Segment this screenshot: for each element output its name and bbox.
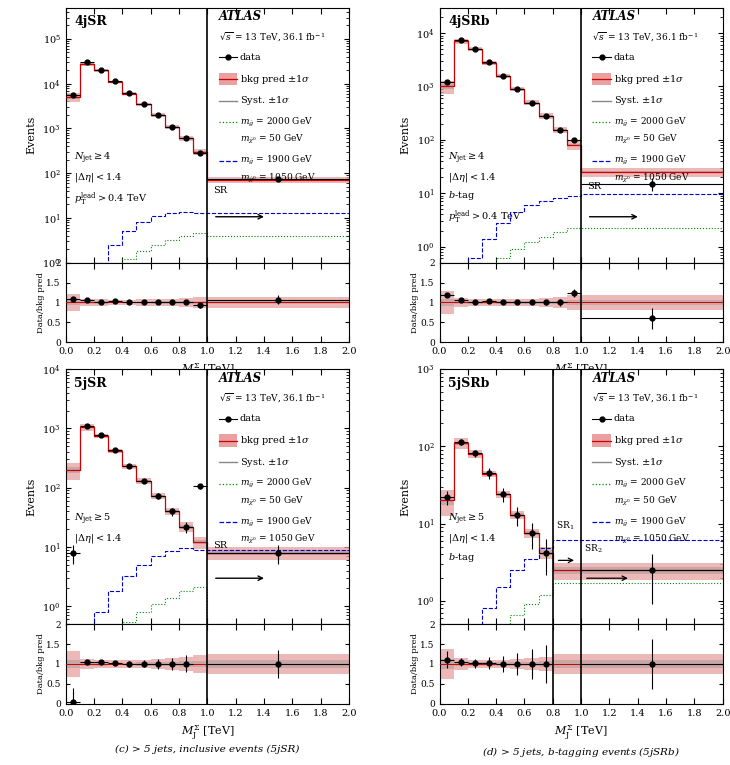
- Y-axis label: Events: Events: [401, 477, 411, 516]
- Text: (c) > 5 jets, inclusive events (5jSR): (c) > 5 jets, inclusive events (5jSR): [115, 745, 299, 754]
- Text: $m_{\tilde{\chi}^0}$ = 1050 GeV: $m_{\tilde{\chi}^0}$ = 1050 GeV: [614, 533, 689, 546]
- Text: $m_{\tilde{g}}$ = 2000 GeV: $m_{\tilde{g}}$ = 2000 GeV: [614, 477, 687, 490]
- Text: $m_{\tilde{\chi}^0}$ = 50 GeV: $m_{\tilde{\chi}^0}$ = 50 GeV: [240, 133, 304, 146]
- X-axis label: $M_{\mathrm{J}}^{\Sigma}$ [TeV]: $M_{\mathrm{J}}^{\Sigma}$ [TeV]: [554, 362, 608, 381]
- Y-axis label: Data/bkg pred: Data/bkg pred: [37, 633, 45, 695]
- Text: bkg pred $\pm1\sigma$: bkg pred $\pm1\sigma$: [240, 73, 310, 86]
- Text: $m_{\tilde{g}}$ = 2000 GeV: $m_{\tilde{g}}$ = 2000 GeV: [614, 116, 687, 129]
- Bar: [218, 435, 237, 447]
- Text: ATLAS: ATLAS: [218, 372, 262, 385]
- Text: $\sqrt{s}$ = 13 TeV, 36.1 fb$^{-1}$: $\sqrt{s}$ = 13 TeV, 36.1 fb$^{-1}$: [218, 392, 325, 405]
- Text: Syst. $\pm1\sigma$: Syst. $\pm1\sigma$: [240, 456, 291, 469]
- X-axis label: $M_{\mathrm{J}}^{\Sigma}$ [TeV]: $M_{\mathrm{J}}^{\Sigma}$ [TeV]: [180, 362, 234, 381]
- Y-axis label: Events: Events: [27, 116, 36, 155]
- Text: $m_{\tilde{g}}$ = 1900 GeV: $m_{\tilde{g}}$ = 1900 GeV: [240, 516, 313, 529]
- Text: $m_{\tilde{\chi}^0}$ = 1050 GeV: $m_{\tilde{\chi}^0}$ = 1050 GeV: [240, 171, 315, 184]
- Text: SR$_1$: SR$_1$: [556, 519, 574, 532]
- X-axis label: $M_{\mathrm{J}}^{\Sigma}$ [TeV]: $M_{\mathrm{J}}^{\Sigma}$ [TeV]: [554, 723, 608, 743]
- Text: data: data: [614, 53, 635, 62]
- Bar: [593, 73, 611, 86]
- Bar: [218, 73, 237, 86]
- Text: $N_{\mathrm{jet}} \geq 4$
$|\Delta\eta| < 1.4$
$p_{\mathrm{T}}^{\mathrm{lead}} >: $N_{\mathrm{jet}} \geq 4$ $|\Delta\eta| …: [74, 151, 147, 208]
- Text: data: data: [614, 415, 635, 423]
- Text: $m_{\tilde{g}}$ = 2000 GeV: $m_{\tilde{g}}$ = 2000 GeV: [240, 116, 313, 129]
- Text: 4jSRb: 4jSRb: [448, 15, 490, 28]
- Text: $m_{\tilde{\chi}^0}$ = 50 GeV: $m_{\tilde{\chi}^0}$ = 50 GeV: [240, 495, 304, 508]
- Text: $\sqrt{s}$ = 13 TeV, 36.1 fb$^{-1}$: $\sqrt{s}$ = 13 TeV, 36.1 fb$^{-1}$: [593, 31, 699, 44]
- Text: Syst. $\pm1\sigma$: Syst. $\pm1\sigma$: [614, 456, 664, 469]
- Text: 5jSR: 5jSR: [74, 377, 107, 389]
- Text: $m_{\tilde{g}}$ = 2000 GeV: $m_{\tilde{g}}$ = 2000 GeV: [240, 477, 313, 490]
- Text: $m_{\tilde{g}}$ = 1900 GeV: $m_{\tilde{g}}$ = 1900 GeV: [240, 154, 313, 168]
- Y-axis label: Events: Events: [27, 477, 36, 516]
- X-axis label: $M_{\mathrm{J}}^{\Sigma}$ [TeV]: $M_{\mathrm{J}}^{\Sigma}$ [TeV]: [180, 723, 234, 743]
- Text: SR: SR: [587, 182, 601, 191]
- Text: data: data: [240, 53, 261, 62]
- Bar: [593, 435, 611, 447]
- Text: data: data: [240, 415, 261, 423]
- Text: $\sqrt{s}$ = 13 TeV, 36.1 fb$^{-1}$: $\sqrt{s}$ = 13 TeV, 36.1 fb$^{-1}$: [593, 392, 699, 405]
- Text: SR$_2$: SR$_2$: [584, 542, 602, 555]
- Text: $m_{\tilde{\chi}^0}$ = 50 GeV: $m_{\tilde{\chi}^0}$ = 50 GeV: [614, 495, 678, 508]
- Text: $m_{\tilde{g}}$ = 1900 GeV: $m_{\tilde{g}}$ = 1900 GeV: [614, 516, 687, 529]
- Text: $m_{\tilde{\chi}^0}$ = 1050 GeV: $m_{\tilde{\chi}^0}$ = 1050 GeV: [240, 533, 315, 546]
- Text: $m_{\tilde{\chi}^0}$ = 1050 GeV: $m_{\tilde{\chi}^0}$ = 1050 GeV: [614, 171, 689, 184]
- Text: 4jSR: 4jSR: [74, 15, 107, 28]
- Text: SR: SR: [213, 541, 227, 550]
- Text: $N_{\mathrm{jet}} \geq 4$
$|\Delta\eta| < 1.4$
$b$-tag
$p_{\mathrm{T}}^{\mathrm{: $N_{\mathrm{jet}} \geq 4$ $|\Delta\eta| …: [448, 151, 521, 226]
- Text: bkg pred $\pm1\sigma$: bkg pred $\pm1\sigma$: [240, 434, 310, 447]
- Text: bkg pred $\pm1\sigma$: bkg pred $\pm1\sigma$: [614, 434, 685, 447]
- Text: $N_{\mathrm{jet}} \geq 5$
$|\Delta\eta| < 1.4$
$b$-tag: $N_{\mathrm{jet}} \geq 5$ $|\Delta\eta| …: [448, 512, 496, 564]
- Y-axis label: Data/bkg pred: Data/bkg pred: [37, 272, 45, 333]
- Text: $m_{\tilde{\chi}^0}$ = 50 GeV: $m_{\tilde{\chi}^0}$ = 50 GeV: [614, 133, 678, 146]
- Text: (d) > 5 jets, $b$-tagging events (5jSRb): (d) > 5 jets, $b$-tagging events (5jSRb): [483, 745, 680, 759]
- Text: Syst. $\pm1\sigma$: Syst. $\pm1\sigma$: [240, 94, 291, 107]
- Text: (b) $\geq$ 4 jets, $b$-tagging events (4jSRb): (b) $\geq$ 4 jets, $b$-tagging events (4…: [480, 384, 682, 398]
- Text: 5jSRb: 5jSRb: [448, 377, 489, 389]
- Text: $N_{\mathrm{jet}} \geq 5$
$|\Delta\eta| < 1.4$: $N_{\mathrm{jet}} \geq 5$ $|\Delta\eta| …: [74, 512, 123, 545]
- Text: $m_{\tilde{g}}$ = 1900 GeV: $m_{\tilde{g}}$ = 1900 GeV: [614, 154, 687, 168]
- Text: ATLAS: ATLAS: [593, 10, 636, 23]
- Text: bkg pred $\pm1\sigma$: bkg pred $\pm1\sigma$: [614, 73, 685, 86]
- Y-axis label: Data/bkg pred: Data/bkg pred: [411, 633, 419, 695]
- Y-axis label: Events: Events: [401, 116, 410, 155]
- Y-axis label: Data/bkg pred: Data/bkg pred: [411, 272, 419, 333]
- Text: Syst. $\pm1\sigma$: Syst. $\pm1\sigma$: [614, 94, 664, 107]
- Text: $\sqrt{s}$ = 13 TeV, 36.1 fb$^{-1}$: $\sqrt{s}$ = 13 TeV, 36.1 fb$^{-1}$: [218, 31, 325, 44]
- Text: (a) $\geq$ 4 jets, inclusive events (4jSR): (a) $\geq$ 4 jets, inclusive events (4jS…: [112, 384, 302, 398]
- Text: ATLAS: ATLAS: [593, 372, 636, 385]
- Text: ATLAS: ATLAS: [218, 10, 262, 23]
- Text: SR: SR: [213, 187, 227, 195]
